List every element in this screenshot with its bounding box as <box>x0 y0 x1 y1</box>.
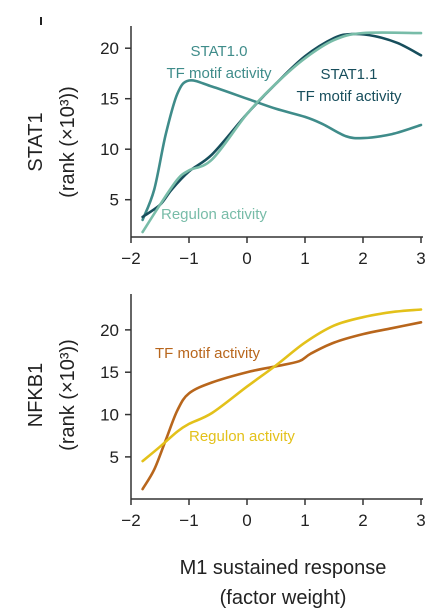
x-tick-label: −1 <box>179 511 198 530</box>
x-tick-label: 3 <box>416 249 425 268</box>
y-axis-title-nfkb1-line1: NFKB1 <box>25 363 47 427</box>
y-tick-label: 20 <box>100 321 119 340</box>
y-axis-title-stat1-line1: STAT1 <box>25 112 47 171</box>
x-tick-label: 1 <box>300 511 309 530</box>
series-label-regulon-activity: Regulon activity <box>189 428 295 445</box>
x-tick-label: 2 <box>358 511 367 530</box>
y-tick-label: 20 <box>100 39 119 58</box>
annotations-nfkb1: TF motif activity Regulon activity <box>155 345 295 445</box>
series-group-nfkb1 <box>141 308 423 491</box>
y-tick-label: 15 <box>100 90 119 109</box>
axes-stat1: −2 −1 0 1 2 3 5 10 15 20 <box>100 26 426 268</box>
series-line-stat1-0-tf-motif-activity <box>141 78 423 222</box>
x-tick-label: 0 <box>242 249 251 268</box>
y-tick-label: 10 <box>100 140 119 159</box>
y-tick-label: 15 <box>100 363 119 382</box>
x-tick-label: −2 <box>121 249 140 268</box>
x-tick-label: 0 <box>242 511 251 530</box>
series-label-stat1-0-tf-motif-activity: TF motif activity <box>166 65 272 82</box>
x-axis-title-line1: M1 sustained response <box>180 557 387 579</box>
series-line-stat1-1-tf-motif-activity <box>141 32 423 219</box>
x-tick-label: −1 <box>179 249 198 268</box>
series-label-stat1-1-tf-motif-activity: STAT1.1 <box>321 66 378 83</box>
y-axis-title-stat1-line2: (rank (×10³)) <box>57 86 79 198</box>
x-tick-label: 2 <box>358 249 367 268</box>
series-label-stat1-1-tf-motif-activity: TF motif activity <box>296 88 402 105</box>
y-tick-label: 5 <box>110 191 119 210</box>
series-group-stat1 <box>141 31 423 234</box>
series-line-tf-motif-activity <box>141 321 423 491</box>
x-tick-label: 3 <box>416 511 425 530</box>
series-line-regulon-activity <box>141 31 423 234</box>
series-label-stat1-0-tf-motif-activity: STAT1.0 <box>191 43 248 60</box>
series-label-regulon-activity: Regulon activity <box>161 206 267 223</box>
x-axis-title-line2: (factor weight) <box>220 587 347 609</box>
panel-nfkb1: NFKB1 (rank (×10³)) −2 −1 0 1 2 3 5 10 15 20 TF m… <box>25 294 426 609</box>
series-line-regulon-activity <box>141 308 423 463</box>
panel-stat1: STAT1 (rank (×10³)) −2 −1 0 1 2 3 5 10 15 20 STAT… <box>25 26 426 268</box>
x-tick-label: 1 <box>300 249 309 268</box>
annotations-stat1: STAT1.0 TF motif activity STAT1.1 TF motif … <box>161 43 402 223</box>
y-axis-title-nfkb1-line2: (rank (×10³)) <box>57 339 79 451</box>
y-tick-label: 10 <box>100 406 119 425</box>
x-tick-label: −2 <box>121 511 140 530</box>
series-label-tf-motif-activity: TF motif activity <box>155 345 261 362</box>
axes-nfkb1: −2 −1 0 1 2 3 5 10 15 20 <box>100 294 426 530</box>
y-tick-label: 5 <box>110 448 119 467</box>
